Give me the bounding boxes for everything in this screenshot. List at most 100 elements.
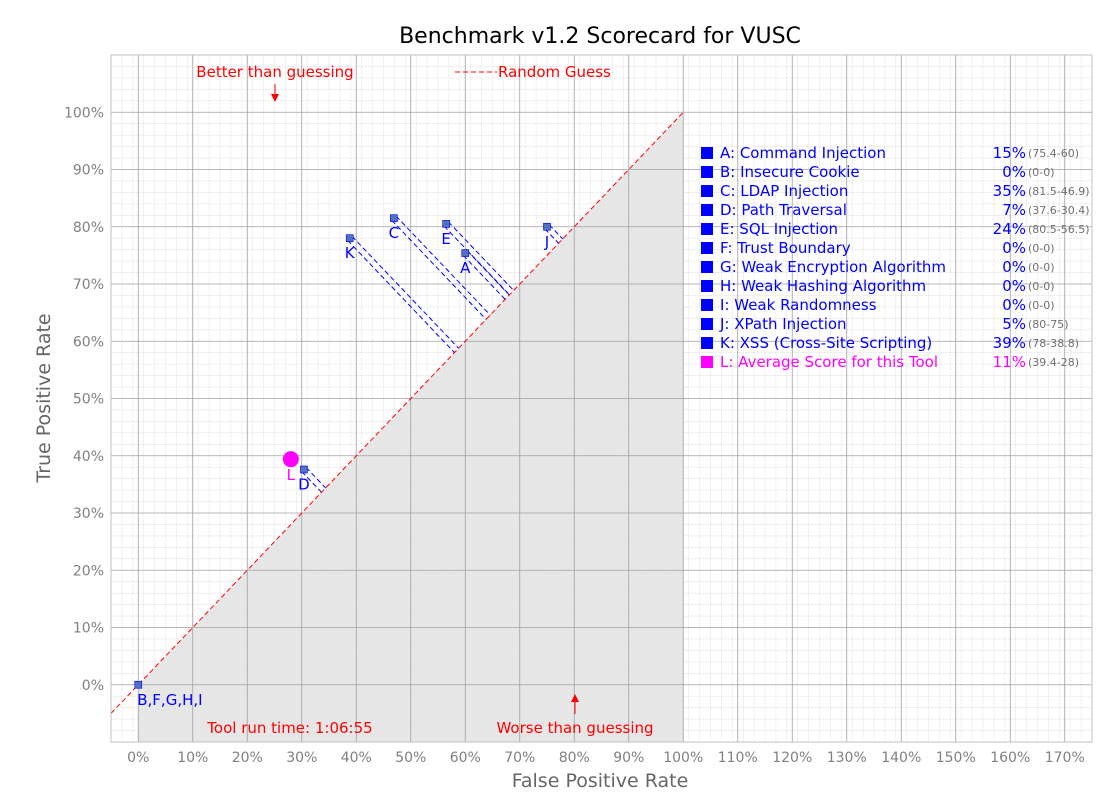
legend-range: (80.5-56.5) (1028, 223, 1090, 236)
legend-swatch (701, 299, 713, 311)
connector-line (544, 228, 559, 244)
y-tick-label: 90% (73, 163, 104, 179)
data-point-label: B,F,G,H,I (137, 691, 202, 709)
plot-border (110, 54, 1093, 743)
x-tick-label: 0% (127, 750, 149, 766)
worse-than-guessing-label: Worse than guessing (496, 719, 653, 737)
legend-label: I: Weak Randomness (720, 296, 877, 314)
x-tick-label: 170% (1045, 750, 1085, 766)
x-tick-label: 160% (990, 750, 1030, 766)
better-arrow-head (271, 94, 279, 102)
y-tick-label: 80% (73, 220, 104, 236)
legend-score: 0% (1002, 163, 1026, 181)
legend-score: 24% (993, 220, 1026, 238)
chart-title: Benchmark v1.2 Scorecard for VUSC (399, 24, 801, 49)
data-point-d (300, 465, 308, 474)
y-axis-tick-labels: 0% 10% 20% 30% 40% 50% 60% 70% 80% 90% 100% (64, 105, 104, 694)
connector-line (391, 219, 487, 320)
y-tick-label: 0% (82, 678, 104, 694)
connector-line (301, 471, 322, 493)
better-than-guessing-label: Better than guessing (196, 63, 353, 81)
legend-label: H: Weak Hashing Algorithm (720, 277, 926, 295)
legend-item: H: Weak Hashing Algorithm 0% (0-0) (701, 277, 1055, 295)
legend-label: B: Insecure Cookie (720, 163, 860, 181)
legend-item: K: XSS (Cross-Site Scripting) 39% (78-38.8… (701, 334, 1079, 352)
major-gridlines (111, 55, 1092, 742)
data-point-b-f-g-h-i (134, 680, 143, 689)
x-tick-label: 120% (772, 750, 812, 766)
y-tick-label: 70% (73, 277, 104, 293)
y-tick-label: 30% (73, 506, 104, 522)
plot-annotations: Better than guessing Random Guess Tool r… (196, 63, 653, 737)
legend-score: 35% (993, 182, 1026, 200)
data-point-c (390, 214, 398, 222)
legend-range: (0-0) (1028, 261, 1055, 274)
legend-score: 0% (1002, 239, 1026, 257)
y-tick-label: 100% (64, 105, 104, 121)
x-tick-label: 60% (450, 750, 481, 766)
legend-swatch (701, 185, 713, 197)
legend-score: 7% (1002, 201, 1026, 219)
legend-range: (80-75) (1028, 318, 1069, 331)
legend-range: (75.4-60) (1028, 147, 1079, 160)
random-guess-legend-label: Random Guess (498, 63, 611, 81)
legend-range: (0-0) (1028, 299, 1055, 312)
x-tick-label: 30% (286, 750, 317, 766)
legend-swatch (701, 147, 713, 159)
data-point-label: K (345, 244, 356, 262)
x-tick-label: 90% (613, 750, 644, 766)
legend-swatch (701, 356, 713, 368)
average-score-label: L (287, 466, 296, 484)
x-tick-label: 110% (718, 750, 758, 766)
x-tick-label: 70% (504, 750, 535, 766)
legend-score: 0% (1002, 258, 1026, 276)
legend-swatch (701, 166, 713, 178)
legend-item: G: Weak Encryption Algorithm 0% (0-0) (701, 258, 1055, 276)
legend-swatch (701, 280, 713, 292)
legend-item: B: Insecure Cookie 0% (0-0) (701, 163, 1055, 181)
y-tick-label: 60% (73, 334, 104, 350)
x-tick-label: 80% (559, 750, 590, 766)
legend-label: J: XPath Injection (719, 315, 847, 333)
connector-line (351, 235, 460, 349)
data-point-label: J (544, 233, 549, 251)
legend-item: F: Trust Boundary 0% (0-0) (701, 239, 1055, 257)
data-point-label: D (298, 475, 310, 493)
legend-label: E: SQL Injection (720, 220, 838, 238)
x-tick-label: 100% (663, 750, 703, 766)
legend-swatch (701, 223, 713, 235)
y-tick-label: 40% (73, 449, 104, 465)
legend-swatch (701, 204, 713, 216)
legend-score: 0% (1002, 296, 1026, 314)
connector-line (347, 239, 455, 353)
legend-score: 11% (993, 353, 1026, 371)
legend-item: C: LDAP Injection 35% (81.5-46.9) (701, 182, 1090, 200)
x-tick-label: 20% (232, 750, 263, 766)
legend-item: I: Weak Randomness 0% (0-0) (701, 296, 1055, 314)
data-point-j (543, 222, 551, 231)
connector-line (548, 224, 564, 240)
y-tick-label: 50% (73, 392, 104, 408)
data-point-label: C (389, 224, 399, 242)
x-tick-label: 40% (341, 750, 372, 766)
legend-item: L: Average Score for this Tool 11% (39.4-2… (701, 353, 1079, 371)
distance-connectors (301, 215, 564, 493)
legend-range: (39.4-28) (1028, 356, 1079, 369)
data-point-a (461, 249, 470, 257)
y-tick-label: 20% (73, 563, 104, 579)
average-score-point (282, 451, 299, 468)
legend-swatch (701, 261, 713, 273)
connector-line (395, 215, 491, 316)
legend: A: Command Injection 15% (75.4-60) B: Insec… (701, 144, 1090, 371)
x-axis-label: False Positive Rate (512, 770, 689, 792)
data-point-e (442, 220, 450, 228)
x-tick-label: 130% (827, 750, 867, 766)
legend-score: 39% (993, 334, 1026, 352)
legend-range: (0-0) (1028, 280, 1055, 293)
legend-range: (0-0) (1028, 242, 1055, 255)
legend-item: E: SQL Injection 24% (80.5-56.5) (701, 220, 1090, 238)
connector-line (462, 254, 506, 300)
y-tick-label: 10% (73, 621, 104, 637)
